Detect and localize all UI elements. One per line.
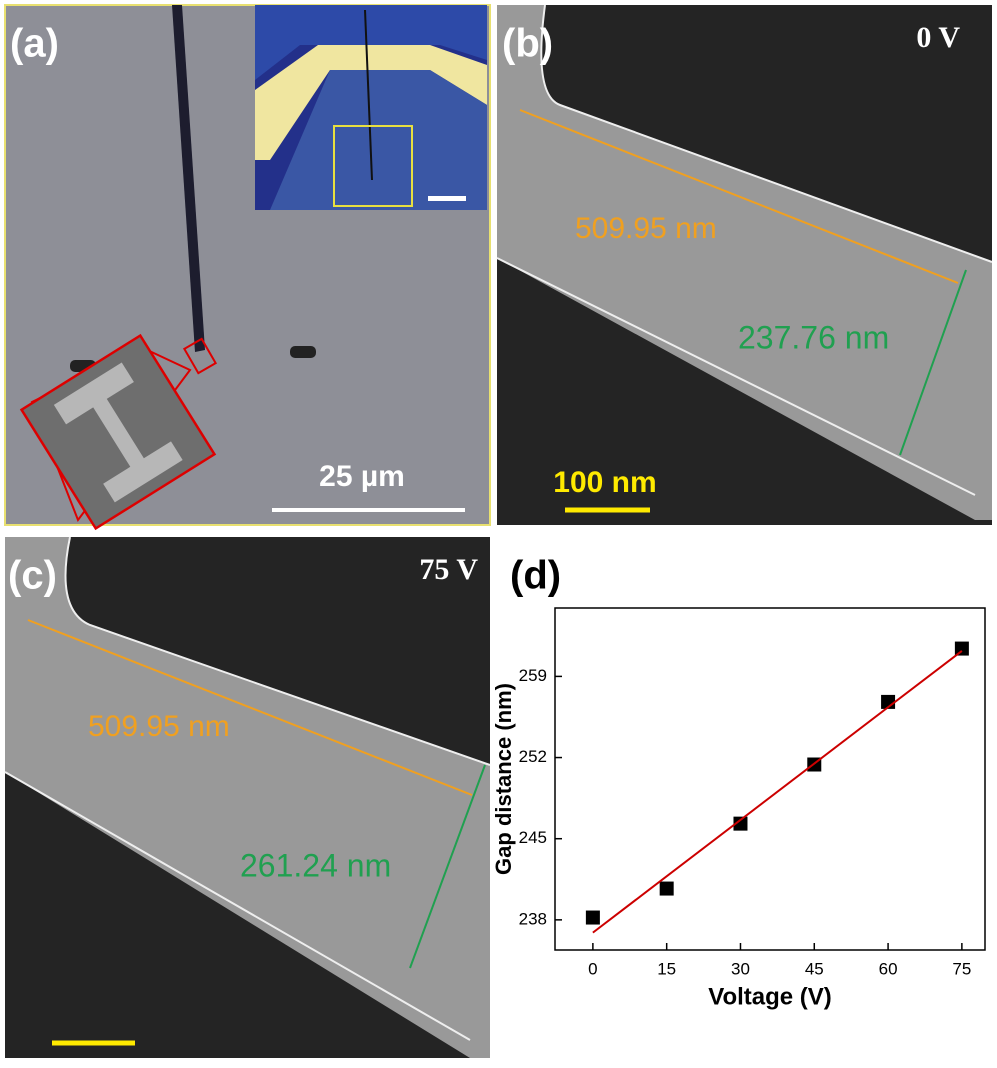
gap-arrow [899,269,967,456]
nanowire-band [5,537,490,1058]
data-point [733,816,748,831]
optical-inset [255,5,487,210]
edge [4,536,491,1041]
zoom-box [182,337,218,375]
scale-bar-label: 25 µm [319,460,405,493]
x-axis-title: Voltage (V) [708,983,832,1010]
x-tick-label: 60 [879,959,898,978]
y-tick-label: 259 [519,666,547,685]
gap-label: 237.76 nm [738,319,889,355]
x-tick-label: 30 [731,959,750,978]
fit-line [592,650,963,934]
panel-label: (c) [8,554,57,598]
panel-label: (a) [10,22,59,66]
data-point [585,910,600,925]
edge [496,4,993,496]
y-tick-label: 245 [519,828,547,847]
x-tick-label: 75 [952,959,971,978]
x-tick-label: 0 [588,959,597,978]
electrode-dot [290,346,316,358]
nanowire-band [497,5,992,520]
panel-label: (d) [510,554,561,598]
voltage-label: 0 V [916,21,960,54]
y-tick-label: 238 [519,909,547,928]
panel-label: (b) [502,22,553,66]
length-arrow [27,619,473,796]
gap-label: 261.24 nm [240,847,391,883]
y-tick-label: 252 [519,747,547,766]
plot-frame [554,607,986,951]
x-tick-label: 15 [657,959,676,978]
voltage-label: 75 V [419,553,478,586]
gap-arrow [409,764,486,969]
data-point [659,881,674,896]
nanowire [172,5,205,352]
x-tick-label: 45 [805,959,824,978]
y-axis-title: Gap distance (nm) [491,683,516,875]
length-label: 509.95 nm [575,212,717,245]
data-point [954,641,969,656]
scale-bar-label: 100 nm [553,466,656,499]
length-arrow [519,109,959,284]
zoom-inset [19,333,217,531]
length-label: 509.95 nm [88,710,230,743]
